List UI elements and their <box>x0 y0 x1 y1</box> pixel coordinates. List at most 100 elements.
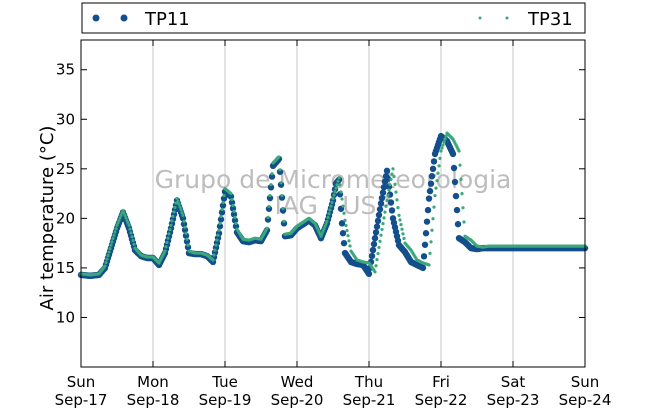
legend-frame <box>81 2 586 34</box>
tp11-point <box>184 244 192 251</box>
tp11-point <box>180 220 188 228</box>
tp31-point <box>335 183 339 187</box>
tp11-point <box>267 184 275 191</box>
tp31-point <box>103 264 107 268</box>
tp31-point <box>340 197 344 201</box>
x-tick-day: Tue <box>211 373 238 391</box>
tp11-point <box>218 209 226 216</box>
tp31-point <box>346 234 350 238</box>
tp11-point <box>371 234 379 242</box>
tp31-point <box>331 196 335 201</box>
tp31-point <box>170 219 174 223</box>
y-axis: 10 15 20 25 30 35 <box>56 61 585 326</box>
tp31-point <box>388 183 392 187</box>
tp11-point <box>449 150 457 158</box>
tp31-point <box>336 179 340 183</box>
tp31-point <box>234 221 238 225</box>
tp11-point <box>268 173 276 180</box>
tp11-point <box>276 168 284 175</box>
tp31-point <box>461 206 465 210</box>
tp11-point <box>424 206 432 214</box>
tp31-point <box>177 202 181 206</box>
tp11-point <box>451 178 459 186</box>
tp31-point <box>457 149 461 153</box>
tp31-point <box>118 216 122 220</box>
tp31-point <box>220 207 224 212</box>
tp31-point <box>217 228 221 232</box>
x-tick-date: Sep-19 <box>199 391 252 409</box>
tp31-point <box>127 223 131 227</box>
tp11-point <box>387 199 395 206</box>
y-tick-label: 20 <box>56 209 75 227</box>
tp31-point <box>115 223 119 227</box>
tp31-point <box>219 214 223 218</box>
tp31-point <box>390 172 394 176</box>
tp31-point <box>438 156 442 161</box>
x-tick-day: Sun <box>571 373 600 391</box>
tp31-point <box>432 205 436 209</box>
tp31-point <box>123 213 127 217</box>
tp11-point <box>429 165 437 173</box>
tp31-point <box>166 236 170 240</box>
tp11-point <box>450 164 458 172</box>
tp31-point <box>380 227 384 232</box>
tp31-point <box>111 236 115 241</box>
tp31-point <box>384 204 388 208</box>
tp31-point <box>386 193 390 197</box>
y-tick-label: 25 <box>56 160 75 178</box>
tp31-point <box>173 205 177 210</box>
x-tick-date: Sep-22 <box>415 391 468 409</box>
tp31-point <box>105 257 109 261</box>
tp31-point <box>376 251 380 256</box>
tp11-point <box>181 226 189 234</box>
tp31-point <box>333 190 337 194</box>
x-tick-date: Sep-24 <box>559 391 612 409</box>
tp11-point <box>372 229 380 236</box>
tp31-point <box>326 215 330 220</box>
tp31-point <box>429 240 433 244</box>
tp11-point <box>216 223 224 230</box>
legend-label-tp11: TP11 <box>144 9 190 30</box>
x-axis: SunSep-17MonSep-18TueSep-19WedSep-20ThuS… <box>55 40 612 409</box>
tp11-point <box>452 192 460 200</box>
tp31-point <box>395 198 399 202</box>
tp31-point <box>231 203 235 208</box>
tp11-point <box>421 241 429 248</box>
x-tick-day: Wed <box>281 373 314 391</box>
tp31-point <box>222 193 226 198</box>
tp31-point <box>460 191 464 196</box>
tp31-point <box>397 213 401 217</box>
legend-marker-tp11-a <box>92 14 100 22</box>
tp11-point <box>423 218 431 225</box>
tp11-point <box>339 230 347 237</box>
tp31-point <box>332 193 336 197</box>
tp31-point <box>110 240 114 244</box>
tp31-point <box>322 227 326 231</box>
tp31-point <box>434 186 438 190</box>
y-tick-label: 35 <box>56 61 75 79</box>
series-tp31 <box>79 131 587 277</box>
tp11-point <box>388 207 396 214</box>
tp11-point <box>217 216 225 223</box>
tp11-point <box>219 202 227 209</box>
tp31-point <box>176 199 180 203</box>
tp31-point <box>121 208 125 213</box>
tp31-point <box>184 231 188 235</box>
tp31-point <box>213 248 217 252</box>
tp31-point <box>436 171 440 175</box>
tp31-point <box>233 215 237 219</box>
legend-marker-tp31-a <box>478 16 482 20</box>
tp31-point <box>348 244 352 248</box>
tp11-point <box>380 183 388 191</box>
tp31-point <box>106 253 110 258</box>
tp31-point <box>337 176 341 180</box>
tp31-point <box>216 233 220 237</box>
tp31-point <box>218 221 222 225</box>
tp31-point <box>181 213 185 217</box>
tp31-point <box>383 210 387 214</box>
tp31-point <box>179 208 183 212</box>
tp11-point <box>277 181 285 188</box>
tp31-point <box>214 243 218 247</box>
tp31-point <box>232 209 236 214</box>
